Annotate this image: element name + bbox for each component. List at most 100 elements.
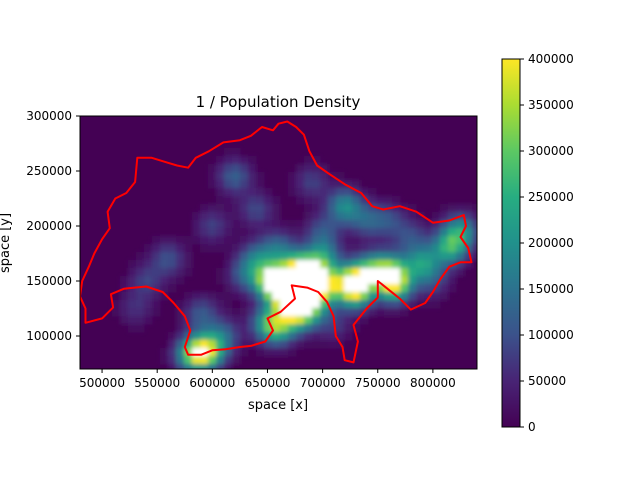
heatmap-cell [192,220,201,229]
heatmap-cell [368,212,377,221]
heatmap-cell [128,308,137,317]
heatmap-cell [160,356,169,365]
heatmap-cell [456,268,465,277]
heatmap-cell [352,220,361,229]
heatmap-cell [208,244,217,253]
heatmap-cell [216,180,225,189]
heatmap-cell [344,276,353,285]
heatmap-cell [344,252,353,261]
heatmap-cell [408,252,417,261]
heatmap-cell [344,300,353,309]
heatmap-cell [176,348,185,357]
heatmap-cell [288,268,297,277]
heatmap-cell [320,172,329,181]
heatmap-cell [216,340,225,349]
x-tick-label: 700000 [300,376,346,390]
heatmap-cell [304,188,313,197]
heatmap-cell [304,260,313,269]
heatmap-cell [360,204,369,213]
heatmap-cell [328,340,337,349]
heatmap-cell [384,220,393,229]
heatmap-cell [416,212,425,221]
heatmap-cell [176,236,185,245]
heatmap-cell [456,260,465,269]
heatmap-cell [352,260,361,269]
heatmap-cell [264,284,273,293]
heatmap-cell [200,300,209,309]
heatmap-cell [224,340,233,349]
heatmap-cell [160,260,169,269]
heatmap-cell [208,212,217,221]
colorbar-tick-label: 300000 [528,144,574,158]
heatmap-cell [320,236,329,245]
heatmap-cell [176,300,185,309]
heatmap-cell [400,260,409,269]
heatmap-cell [328,204,337,213]
heatmap-cell [320,204,329,213]
heatmap-cell [232,284,241,293]
heatmap-cell [312,244,321,253]
heatmap-cell [336,324,345,333]
heatmap-cell [344,324,353,333]
heatmap-cell [384,196,393,205]
heatmap-cell [352,300,361,309]
heatmap-cell [264,268,273,277]
heatmap-cell [280,268,289,277]
heatmap-cell [288,348,297,357]
heatmap-cell [256,340,265,349]
colorbar-tick-label: 350000 [528,98,574,112]
heatmap-cell [256,316,265,325]
heatmap-cell [304,212,313,221]
heatmap-cell [256,252,265,261]
heatmap-cell [328,292,337,301]
heatmap-cell [280,228,289,237]
heatmap-cell [296,276,305,285]
colorbar-tick-label: 250000 [528,190,574,204]
heatmap-cell [296,172,305,181]
heatmap-cell [400,268,409,277]
heatmap-cell [208,180,217,189]
heatmap-cell [312,252,321,261]
heatmap-cell [384,252,393,261]
heatmap-cell [264,236,273,245]
heatmap-cell [448,276,457,285]
heatmap-cell [152,308,161,317]
heatmap-cell [432,268,441,277]
heatmap-cell [304,340,313,349]
heatmap-cell [232,148,241,157]
heatmap-cell [440,284,449,293]
heatmap-cell [248,204,257,213]
heatmap-cell [176,340,185,349]
heatmap-cell [280,220,289,229]
heatmap-cell [168,284,177,293]
heatmap-cell [224,316,233,325]
heatmap-cell [416,236,425,245]
heatmap-cell [184,364,193,369]
heatmap-cell [176,268,185,277]
heatmap-cell [144,260,153,269]
heatmap-cell [424,252,433,261]
heatmap-cell [320,244,329,253]
heatmap-cell [224,292,233,301]
heatmap-cell [224,204,233,213]
x-axis-label: space [x] [248,398,308,413]
heatmap-cell [448,228,457,237]
heatmap-cell [296,228,305,237]
heatmap-cell [192,364,201,369]
heatmap-cell [152,300,161,309]
heatmap-cell [280,252,289,261]
heatmap-cell [208,300,217,309]
heatmap-cell [384,300,393,309]
heatmap-cell [320,276,329,285]
heatmap-cell [208,228,217,237]
heatmap-cell [264,260,273,269]
country-border [80,120,473,364]
heatmap-cell [232,332,241,341]
heatmap-cell [208,292,217,301]
heatmap-cell [304,308,313,317]
heatmap-cell [312,236,321,245]
heatmap-cell [328,236,337,245]
heatmap-cell [296,236,305,245]
heatmap-cell [136,252,145,261]
heatmap-cell [256,284,265,293]
